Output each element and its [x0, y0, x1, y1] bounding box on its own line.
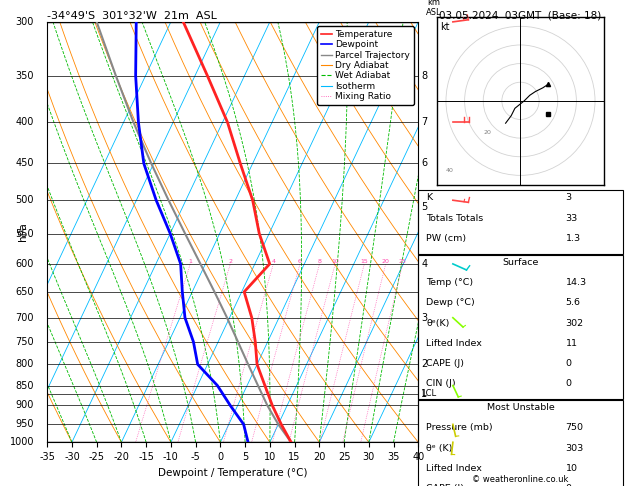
Text: -34°49'S  301°32'W  21m  ASL: -34°49'S 301°32'W 21m ASL — [47, 11, 217, 21]
Text: 1.3: 1.3 — [565, 234, 581, 243]
Text: 450: 450 — [16, 158, 34, 169]
Text: 550: 550 — [16, 228, 34, 239]
Text: 8: 8 — [421, 70, 428, 81]
Text: 40: 40 — [446, 168, 454, 173]
Text: CAPE (J): CAPE (J) — [426, 359, 464, 368]
Text: 4: 4 — [421, 259, 428, 269]
Text: LCL: LCL — [421, 389, 437, 398]
Text: 3: 3 — [421, 312, 428, 323]
Text: Surface: Surface — [503, 258, 538, 267]
Text: 650: 650 — [16, 287, 34, 297]
Bar — [418, 190, 623, 255]
Text: Totals Totals: Totals Totals — [426, 213, 484, 223]
Text: 3: 3 — [565, 193, 572, 202]
Text: 700: 700 — [16, 312, 34, 323]
Text: 350: 350 — [16, 70, 34, 81]
Text: 2: 2 — [228, 259, 232, 264]
Text: 950: 950 — [16, 419, 34, 429]
Text: Temp (°C): Temp (°C) — [426, 278, 474, 287]
Text: Pressure (mb): Pressure (mb) — [426, 423, 493, 433]
Text: 03.05.2024  03GMT  (Base: 18): 03.05.2024 03GMT (Base: 18) — [440, 11, 601, 21]
Text: 750: 750 — [565, 423, 584, 433]
Text: Dewp (°C): Dewp (°C) — [426, 298, 476, 307]
Text: Lifted Index: Lifted Index — [426, 464, 482, 473]
Text: 1000: 1000 — [9, 437, 34, 447]
Text: 400: 400 — [16, 117, 34, 127]
Text: 1: 1 — [188, 259, 192, 264]
Text: 6: 6 — [298, 259, 302, 264]
Text: 14.3: 14.3 — [565, 278, 587, 287]
X-axis label: Dewpoint / Temperature (°C): Dewpoint / Temperature (°C) — [158, 468, 308, 478]
Text: θᵉ (K): θᵉ (K) — [426, 444, 453, 452]
Text: 6: 6 — [421, 158, 428, 169]
Text: 5: 5 — [421, 202, 428, 212]
Legend: Temperature, Dewpoint, Parcel Trajectory, Dry Adiabat, Wet Adiabat, Isotherm, Mi: Temperature, Dewpoint, Parcel Trajectory… — [317, 26, 414, 104]
Text: 900: 900 — [16, 400, 34, 411]
Text: 8: 8 — [318, 259, 321, 264]
Text: 10: 10 — [565, 464, 577, 473]
Text: 302: 302 — [565, 318, 584, 328]
Text: CAPE (J): CAPE (J) — [426, 484, 464, 486]
Text: θᵉ(K): θᵉ(K) — [426, 318, 450, 328]
Text: 850: 850 — [16, 381, 34, 391]
Text: 303: 303 — [565, 444, 584, 452]
Text: 300: 300 — [16, 17, 34, 27]
Text: 800: 800 — [16, 359, 34, 369]
Text: 1: 1 — [421, 389, 428, 399]
Text: PW (cm): PW (cm) — [426, 234, 467, 243]
Text: 5.6: 5.6 — [565, 298, 581, 307]
Text: 500: 500 — [16, 195, 34, 205]
Text: 0: 0 — [565, 484, 572, 486]
Text: 0: 0 — [565, 359, 572, 368]
Text: 600: 600 — [16, 259, 34, 269]
Text: 33: 33 — [565, 213, 577, 223]
Text: 11: 11 — [565, 339, 577, 347]
Text: © weatheronline.co.uk: © weatheronline.co.uk — [472, 474, 569, 484]
Text: 20: 20 — [483, 130, 491, 136]
Text: K: K — [426, 193, 433, 202]
Text: km
ASL: km ASL — [426, 0, 442, 17]
Text: Most Unstable: Most Unstable — [487, 403, 554, 412]
Text: 4: 4 — [271, 259, 276, 264]
Text: 20: 20 — [382, 259, 389, 264]
Text: 10: 10 — [331, 259, 339, 264]
Text: 750: 750 — [16, 337, 34, 347]
Bar — [418, 255, 623, 399]
Bar — [418, 400, 623, 486]
Text: CIN (J): CIN (J) — [426, 379, 456, 388]
Text: 2: 2 — [421, 359, 428, 369]
Text: 0: 0 — [565, 379, 572, 388]
Text: 25: 25 — [399, 259, 406, 264]
Text: hPa: hPa — [18, 223, 28, 242]
Text: kt: kt — [440, 22, 450, 32]
Text: Lifted Index: Lifted Index — [426, 339, 482, 347]
Text: 15: 15 — [360, 259, 368, 264]
Text: 7: 7 — [421, 117, 428, 127]
